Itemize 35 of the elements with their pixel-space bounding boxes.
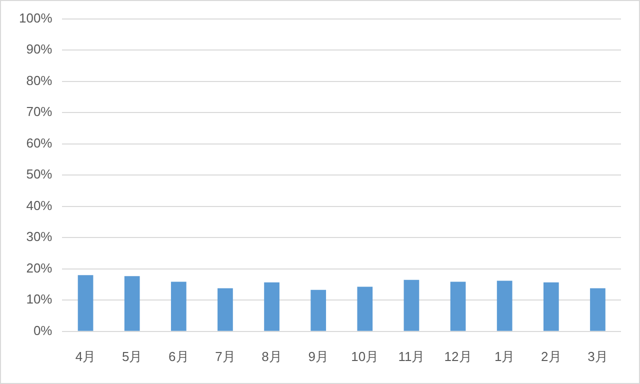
bar bbox=[78, 275, 94, 331]
y-tick-label: 40% bbox=[26, 198, 53, 213]
y-tick-label: 70% bbox=[26, 104, 53, 120]
x-tick-label: 1月 bbox=[494, 348, 515, 364]
y-tick-label: 60% bbox=[26, 135, 53, 150]
x-tick-label: 10月 bbox=[351, 348, 379, 364]
y-tick-label: 80% bbox=[26, 72, 53, 88]
x-tick-label: 4月 bbox=[75, 348, 96, 364]
y-tick-label: 90% bbox=[26, 42, 53, 57]
bar bbox=[496, 280, 512, 331]
x-tick-label: 11月 bbox=[398, 348, 425, 364]
bar bbox=[590, 288, 606, 331]
y-tick-label: 0% bbox=[33, 322, 53, 338]
x-tick-label: 9月 bbox=[308, 348, 328, 364]
bar bbox=[357, 286, 373, 331]
bar bbox=[404, 280, 420, 331]
bar bbox=[450, 282, 466, 331]
x-tick-label: 6月 bbox=[168, 348, 189, 364]
bar bbox=[310, 290, 326, 331]
x-tick-label: 12月 bbox=[444, 348, 472, 364]
y-tick-label: 20% bbox=[26, 260, 53, 276]
y-tick-label: 100% bbox=[19, 10, 53, 26]
bar bbox=[124, 276, 140, 331]
x-tick-label: 5月 bbox=[122, 348, 142, 364]
x-tick-label: 8月 bbox=[262, 348, 282, 364]
x-tick-label: 2月 bbox=[541, 348, 562, 364]
y-tick-label: 10% bbox=[26, 292, 53, 307]
y-tick-label: 50% bbox=[26, 166, 53, 182]
x-tick-label: 3月 bbox=[588, 348, 608, 364]
bar bbox=[218, 288, 233, 331]
bar bbox=[543, 282, 559, 331]
x-tick-label: 7月 bbox=[215, 348, 236, 364]
bar bbox=[170, 282, 186, 331]
bar bbox=[264, 282, 280, 331]
y-tick-label: 30% bbox=[26, 229, 53, 244]
